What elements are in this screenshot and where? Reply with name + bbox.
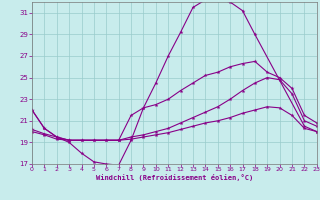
X-axis label: Windchill (Refroidissement éolien,°C): Windchill (Refroidissement éolien,°C) (96, 174, 253, 181)
